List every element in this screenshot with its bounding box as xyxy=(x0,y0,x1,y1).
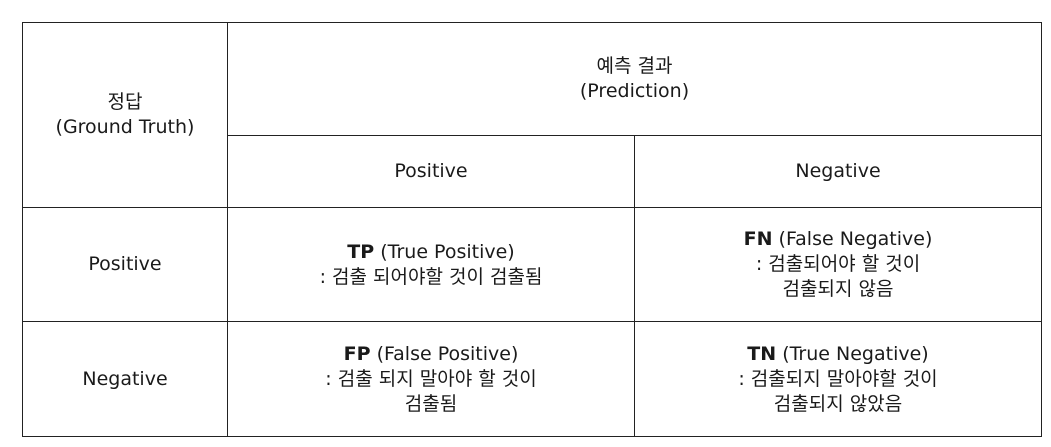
cell-abbr: TN xyxy=(747,342,777,365)
row-header-negative: Negative xyxy=(22,321,228,437)
table-row-positive: Positive TP (True Positive) : 검출 되어야할 것이… xyxy=(22,207,1042,322)
cell-description-line: : 검출되어야 할 것이 xyxy=(755,253,921,275)
column-header-positive: Positive xyxy=(227,135,635,208)
header-row-columns: Positive Negative xyxy=(23,135,1042,208)
cell-title-line: FP (False Positive) xyxy=(236,342,626,367)
cell-false-positive: FP (False Positive) : 검출 되지 말아야 할 것이 검출됨 xyxy=(227,321,635,437)
prediction-sublabel: (Prediction) xyxy=(579,80,690,102)
ground-truth-label: 정답 xyxy=(107,91,143,113)
cell-false-negative: FN (False Negative) : 검출되어야 할 것이 검출되지 않음 xyxy=(634,207,1042,322)
cell-abbr: FN xyxy=(743,228,773,250)
cell-description-line: 검출되지 않았음 xyxy=(773,392,903,415)
header-row-prediction: 정답 (Ground Truth) 예측 결과 (Prediction) xyxy=(22,22,1042,208)
cell-description-line: : 검출 되어야할 것이 검출됨 xyxy=(319,265,543,288)
ground-truth-header-cell: 정답 (Ground Truth) xyxy=(22,22,228,208)
column-header-negative: Negative xyxy=(634,135,1042,208)
prediction-label: 예측 결과 xyxy=(596,55,673,77)
cell-full-name: (False Positive) xyxy=(376,342,519,365)
cell-abbr: FP xyxy=(343,342,371,365)
cell-description-line: : 검출되지 말아야할 것이 xyxy=(738,367,938,390)
cell-title-line: TN (True Negative) xyxy=(643,342,1033,367)
row-header-positive: Positive xyxy=(22,207,228,322)
cell-full-name: (True Negative) xyxy=(782,342,929,365)
prediction-header-cell: 예측 결과 (Prediction) xyxy=(227,22,1042,136)
ground-truth-sublabel: (Ground Truth) xyxy=(55,116,195,138)
cell-full-name: (True Positive) xyxy=(380,240,515,263)
cell-description-line: 검출되지 않음 xyxy=(782,278,894,300)
confusion-matrix-table: 정답 (Ground Truth) 예측 결과 (Prediction) Pos… xyxy=(22,22,1042,437)
cell-full-name: (False Negative) xyxy=(778,228,933,250)
cell-title-line: FN (False Negative) xyxy=(643,227,1033,252)
cell-abbr: TP xyxy=(347,240,375,263)
cell-description-line: : 검출 되지 말아야 할 것이 xyxy=(325,367,537,390)
cell-title-line: TP (True Positive) xyxy=(236,240,626,265)
cell-description-line: 검출됨 xyxy=(404,392,458,415)
table-row-negative: Negative FP (False Positive) : 검출 되지 말아야… xyxy=(22,321,1042,437)
cell-true-negative: TN (True Negative) : 검출되지 말아야할 것이 검출되지 않… xyxy=(634,321,1042,437)
cell-true-positive: TP (True Positive) : 검출 되어야할 것이 검출됨 xyxy=(227,207,635,322)
